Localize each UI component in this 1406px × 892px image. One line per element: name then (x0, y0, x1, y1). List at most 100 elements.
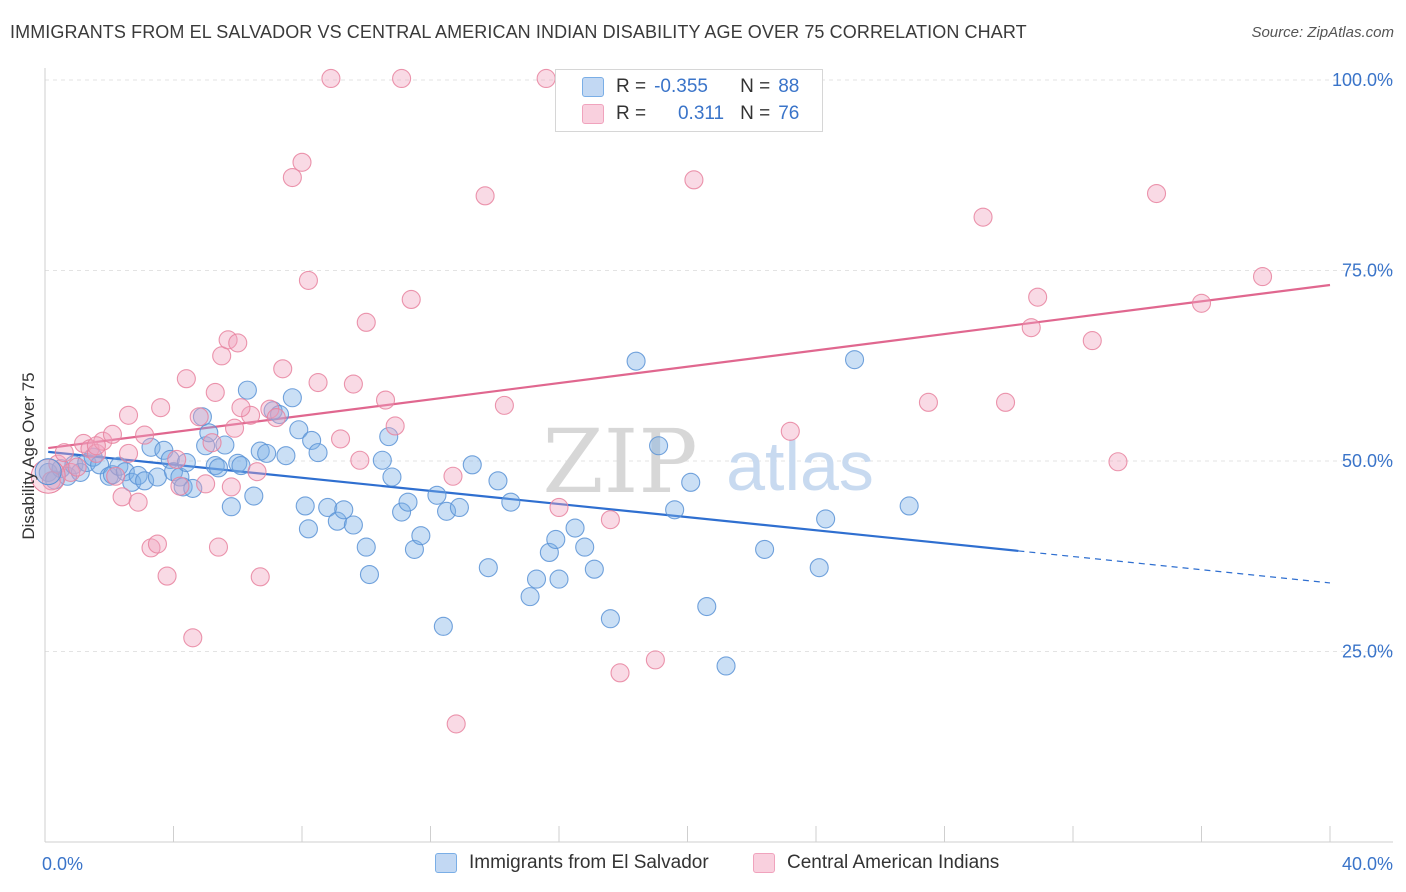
r-value: -0.355 (654, 76, 708, 97)
point-el-salvador (565, 518, 585, 538)
point-el-salvador (379, 427, 399, 447)
point-central-american-indians (167, 449, 187, 470)
point-central-american-indians (241, 405, 261, 425)
point-central-american-indians (1082, 331, 1102, 351)
point-central-american-indians (41, 471, 61, 491)
point-el-salvador (282, 388, 302, 408)
point-central-american-indians (1252, 267, 1273, 287)
point-central-american-indians (494, 395, 514, 415)
trend-line-1 (48, 283, 1331, 450)
point-el-salvador (398, 492, 418, 512)
point-central-american-indians (170, 476, 190, 496)
point-el-salvador (816, 509, 836, 529)
point-central-american-indians (298, 270, 318, 290)
point-central-american-indians (118, 405, 139, 425)
legend-label-el-salvador: Immigrants from El Salvador (469, 852, 709, 873)
point-el-salvador (228, 453, 248, 473)
point-central-american-indians (995, 392, 1016, 412)
point-el-salvador (546, 529, 566, 550)
point-el-salvador (755, 539, 775, 559)
point-el-salvador (844, 350, 865, 370)
watermark-zip: ZIP (542, 410, 697, 513)
point-central-american-indians (1028, 287, 1048, 307)
point-cluster-blue (34, 458, 62, 486)
pink-swatch (582, 104, 604, 124)
point-el-salvador (237, 380, 257, 400)
point-cluster-pink (30, 458, 66, 494)
point-central-american-indians (118, 443, 139, 463)
point-central-american-indians (208, 537, 229, 557)
legend-item-el-salvador[interactable]: Immigrants from El Salvador (435, 852, 709, 874)
point-central-american-indians (1191, 293, 1212, 313)
point-central-american-indians (536, 68, 556, 89)
point-el-salvador (356, 537, 376, 557)
point-central-american-indians (202, 433, 222, 453)
point-el-salvador (257, 443, 277, 463)
point-el-salvador (809, 558, 829, 578)
point-central-american-indians (128, 492, 148, 512)
grid-lines (45, 79, 1393, 652)
point-el-salvador (716, 656, 736, 676)
n-label: N = (740, 103, 771, 124)
y-tick-label: 50.0% (1342, 451, 1393, 471)
point-el-salvador (289, 420, 309, 440)
point-central-american-indians (151, 398, 171, 418)
stats-row-blue: R = -0.355 N = 88 (582, 74, 799, 100)
point-central-american-indians (112, 487, 132, 507)
point-central-american-indians (205, 382, 225, 402)
point-el-salvador (295, 496, 315, 516)
point-central-american-indians (343, 374, 363, 394)
y-tick-label: 25.0% (1342, 642, 1393, 662)
trend-line-extension-0 (1018, 550, 1331, 584)
point-central-american-indians (67, 457, 87, 477)
point-central-american-indians (308, 372, 328, 393)
legend-item-central-american-indians[interactable]: Central American Indians (753, 852, 999, 874)
point-el-salvador (462, 455, 482, 475)
point-el-salvador (147, 467, 167, 487)
point-el-salvador (427, 485, 447, 505)
y-tick-label: 75.0% (1342, 261, 1393, 281)
point-central-american-indians (385, 416, 405, 436)
data-points (30, 68, 1273, 734)
point-central-american-indians (918, 392, 938, 412)
x-tick-left: 0.0% (42, 854, 83, 874)
point-el-salvador (318, 497, 338, 518)
point-central-american-indians (446, 714, 466, 734)
point-central-american-indians (330, 429, 351, 449)
point-central-american-indians (189, 407, 209, 427)
point-el-salvador (244, 486, 264, 506)
point-el-salvador (899, 496, 919, 516)
point-central-american-indians (292, 152, 312, 172)
point-central-american-indians (392, 68, 412, 89)
point-el-salvador (411, 526, 431, 546)
point-el-salvador (231, 456, 251, 476)
point-central-american-indians (549, 497, 569, 518)
point-central-american-indians (350, 450, 370, 470)
point-central-american-indians (356, 312, 376, 332)
point-central-american-indians (231, 398, 251, 418)
point-el-salvador (697, 596, 717, 617)
point-central-american-indians (684, 170, 704, 190)
point-el-salvador (392, 502, 412, 522)
point-el-salvador (115, 462, 135, 482)
point-el-salvador (160, 449, 180, 470)
point-central-american-indians (176, 369, 196, 389)
point-central-american-indians (375, 390, 396, 410)
point-central-american-indians (224, 418, 245, 438)
point-el-salvador (221, 497, 241, 517)
point-el-salvador (501, 492, 521, 512)
point-central-american-indians (321, 68, 341, 89)
point-central-american-indians (401, 289, 421, 310)
point-central-american-indians (196, 474, 216, 494)
point-central-american-indians (221, 477, 241, 497)
point-central-american-indians (282, 167, 302, 188)
point-central-american-indians (102, 424, 123, 444)
point-central-american-indians (212, 346, 232, 366)
point-el-salvador (600, 609, 620, 629)
point-el-salvador (681, 472, 701, 492)
point-central-american-indians (135, 425, 155, 445)
point-el-salvador (308, 443, 328, 463)
point-central-american-indians (250, 567, 270, 587)
point-el-salvador (302, 430, 322, 450)
point-el-salvador (584, 559, 604, 579)
